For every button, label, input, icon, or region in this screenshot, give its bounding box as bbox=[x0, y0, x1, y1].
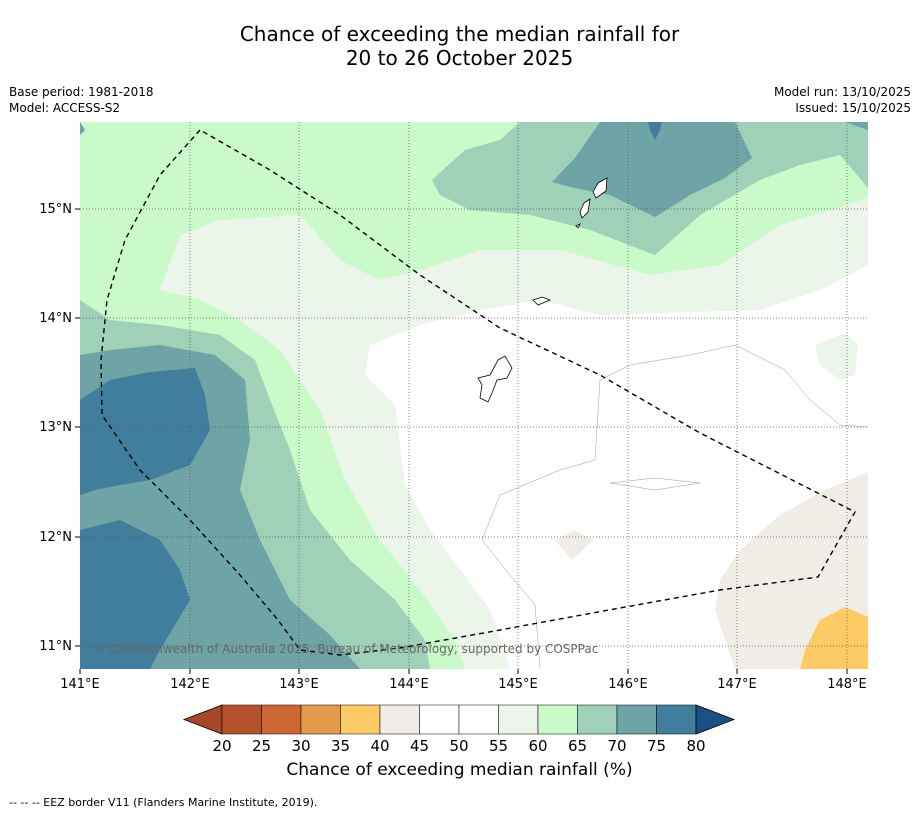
fill-35-40 bbox=[800, 607, 868, 669]
colorbar-tick-70: 70 bbox=[607, 737, 626, 755]
colorbar-swatch-30-35 bbox=[300, 704, 341, 735]
eez-footnote: -- -- -- EEZ border V11 (Flanders Marine… bbox=[9, 796, 318, 809]
colorbar-tick-60: 60 bbox=[528, 737, 547, 755]
saipan-island bbox=[592, 177, 608, 199]
colorbar-tick-30: 30 bbox=[291, 737, 310, 755]
lon-label-141: 141°E bbox=[60, 677, 100, 692]
colorbar-label: Chance of exceeding median rainfall (%) bbox=[286, 760, 633, 780]
colorbar-swatch-25-30 bbox=[261, 704, 302, 735]
gridlines bbox=[80, 122, 868, 669]
lat-label-11: 11°N bbox=[39, 639, 72, 654]
colorbar-swatch-40-45 bbox=[379, 704, 420, 735]
colorbar-swatch-70-75 bbox=[616, 704, 657, 735]
lat-label-15: 15°N bbox=[39, 202, 72, 217]
islands bbox=[477, 177, 608, 403]
fill-65-70 bbox=[80, 122, 868, 669]
colorbar-tick-55: 55 bbox=[489, 737, 508, 755]
contour-fills bbox=[80, 122, 868, 669]
colorbar-swatch-75-80 bbox=[656, 704, 697, 735]
lon-label-144: 144°E bbox=[389, 677, 429, 692]
colorbar-swatch-35-40 bbox=[340, 704, 381, 735]
colorbar-tick-75: 75 bbox=[647, 737, 666, 755]
colorbar-swatch-50-55 bbox=[458, 704, 499, 735]
colorbar-swatch-20-25 bbox=[221, 704, 262, 735]
title-line-2: 20 to 26 October 2025 bbox=[345, 46, 574, 70]
fill-40-45 bbox=[555, 472, 868, 669]
contour-line-oval bbox=[609, 477, 701, 491]
colorbar-swatch-55-60 bbox=[498, 704, 539, 735]
colorbar: 20 25 30 35 40 45 50 55 60 65 70 75 80 bbox=[182, 704, 736, 755]
colorbar-tick-20: 20 bbox=[212, 737, 231, 755]
colorbar-swatch-45-50 bbox=[419, 704, 460, 735]
lon-label-147: 147°E bbox=[717, 677, 757, 692]
tinian-island bbox=[579, 198, 591, 219]
colorbar-under-triangle bbox=[182, 704, 223, 735]
aguijan-islet bbox=[575, 223, 581, 229]
fill-75-80 bbox=[80, 122, 662, 669]
map-title: Chance of exceeding the median rainfall … bbox=[0, 22, 919, 70]
lon-labels: 141°E 142°E 143°E 144°E 145°E 146°E 147°… bbox=[60, 677, 867, 692]
lon-label-146: 146°E bbox=[608, 677, 648, 692]
meta-right: Model run: 13/10/2025 Issued: 15/10/2025 bbox=[774, 84, 911, 116]
lon-label-148: 148°E bbox=[827, 677, 867, 692]
colorbar-swatch-60-65 bbox=[537, 704, 578, 735]
title-line-1: Chance of exceeding the median rainfall … bbox=[239, 22, 680, 46]
colorbar-tick-25: 25 bbox=[252, 737, 271, 755]
base-period: Base period: 1981-2018 bbox=[9, 85, 154, 99]
lat-labels: 15°N 14°N 13°N 12°N 11°N bbox=[39, 202, 72, 654]
issued-date: Issued: 15/10/2025 bbox=[795, 101, 911, 115]
colorbar-tick-80: 80 bbox=[686, 737, 705, 755]
model-name: Model: ACCESS-S2 bbox=[9, 101, 121, 115]
lon-label-143: 143°E bbox=[279, 677, 319, 692]
colorbar-over-triangle bbox=[695, 704, 736, 735]
copyright-text: © Commonwealth of Australia 2025, Bureau… bbox=[93, 642, 598, 656]
colorbar-swatch-65-70 bbox=[577, 704, 618, 735]
colorbar-tick-35: 35 bbox=[331, 737, 350, 755]
lat-label-12: 12°N bbox=[39, 530, 72, 545]
model-run: Model run: 13/10/2025 bbox=[773, 85, 911, 99]
axis-ticks bbox=[75, 208, 848, 674]
colorbar-tick-65: 65 bbox=[568, 737, 587, 755]
colorbar-tick-40: 40 bbox=[370, 737, 389, 755]
lon-label-142: 142°E bbox=[170, 677, 210, 692]
eez-border bbox=[100, 129, 856, 656]
guam-island bbox=[477, 355, 513, 403]
meta-left: Base period: 1981-2018 Model: ACCESS-S2 bbox=[9, 84, 154, 116]
colorbar-tick-45: 45 bbox=[410, 737, 429, 755]
contour-line-50 bbox=[481, 344, 868, 669]
lat-label-13: 13°N bbox=[39, 420, 72, 435]
colorbar-tick-50: 50 bbox=[449, 737, 468, 755]
lat-label-14: 14°N bbox=[39, 311, 72, 326]
lon-label-145: 145°E bbox=[498, 677, 538, 692]
rota-island bbox=[532, 296, 552, 306]
